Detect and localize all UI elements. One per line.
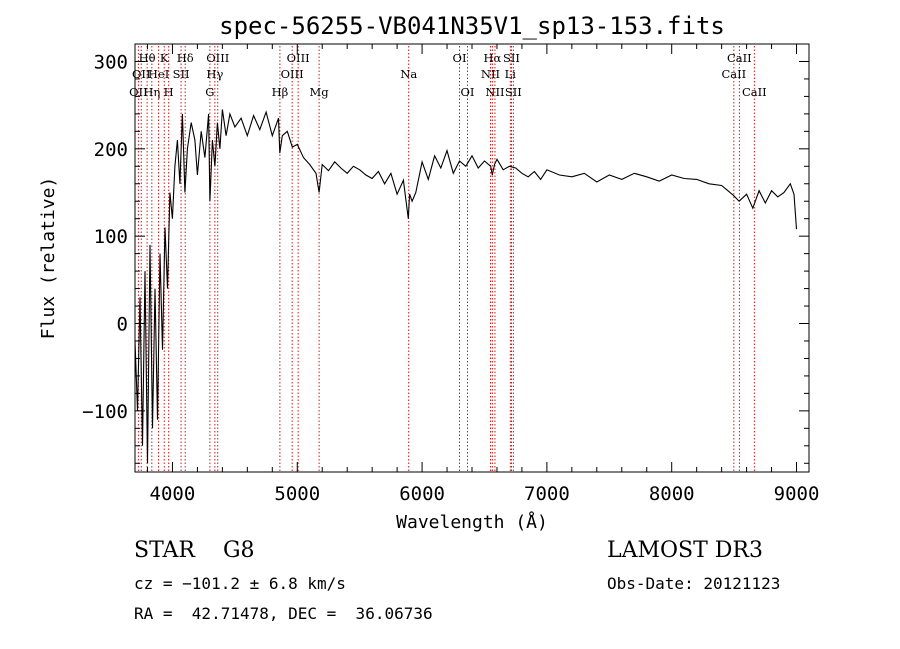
line-marker-label: K (160, 51, 169, 65)
object-subclass: G8 (222, 538, 255, 563)
y-tick-label: 100 (94, 226, 128, 248)
x-tick-label: 5000 (274, 483, 320, 505)
line-marker-label: CaII (727, 51, 752, 65)
line-marker-label: G (205, 85, 214, 99)
line-labels: OII OII Hθ Hη HeI K H SII Hδ G Hγ OIII Hβ OIII OIII Mg N… (129, 51, 767, 99)
line-marker-label: CaII (742, 85, 767, 99)
line-marker-label: SII (505, 85, 522, 99)
spectrum-line (134, 109, 798, 464)
line-marker-label: OIII (281, 67, 304, 81)
x-axis-label: Wavelength (Å) (396, 511, 548, 533)
line-marker-label: H (164, 85, 174, 99)
x-tick-label: 8000 (649, 483, 695, 505)
line-marker-label: HeI (148, 67, 169, 81)
x-axis: 4000 5000 6000 7000 8000 9000 (146, 44, 820, 505)
line-marker-label: Hθ (139, 51, 156, 65)
line-marker-label: OIII (206, 51, 229, 65)
line-marker-label: OI (453, 51, 467, 65)
line-marker-label: Hα (483, 51, 501, 65)
line-marker-label: NII (485, 85, 504, 99)
x-tick-label: 7000 (524, 483, 570, 505)
line-marker-label: SII (173, 67, 190, 81)
survey-label: LAMOST DR3 (607, 538, 763, 563)
line-markers (137, 46, 755, 472)
line-marker-label: Mg (310, 85, 330, 99)
line-marker-label: OI (461, 85, 475, 99)
line-marker-label: Hη (143, 85, 160, 99)
x-tick-label: 9000 (774, 483, 820, 505)
y-axis-label: Flux (relative) (38, 177, 59, 340)
redshift-value: cz = −101.2 ± 6.8 km/s (134, 574, 346, 593)
x-tick-label: 6000 (399, 483, 445, 505)
y-tick-label: 200 (94, 139, 128, 161)
line-marker-label: OII (132, 67, 151, 81)
line-marker-label: NII (481, 67, 500, 81)
y-tick-label: −100 (82, 401, 128, 423)
plot-frame (134, 43, 810, 473)
y-tick-label: 0 (117, 314, 128, 336)
line-marker-label: Na (400, 67, 417, 81)
line-marker-label: SII (503, 51, 520, 65)
line-marker-label: Hβ (272, 85, 289, 99)
line-marker-label: OII (129, 85, 148, 99)
y-axis: −100 0 100 200 300 (82, 43, 809, 464)
line-marker-label: Hγ (206, 67, 223, 81)
object-class: STAR (134, 538, 195, 563)
line-marker-label: CaII (721, 67, 746, 81)
line-marker-label: Li (505, 67, 517, 81)
chart-title: spec-56255-VB041N35V1_sp13-153.fits (219, 12, 725, 40)
line-marker-label: OIII (287, 51, 310, 65)
line-marker-label: Hδ (177, 51, 194, 65)
coordinates: RA = 42.71478, DEC = 36.06736 (134, 604, 433, 623)
observation-date: Obs-Date: 20121123 (607, 574, 781, 593)
class-label: STAR G8 (134, 538, 255, 563)
y-tick-label: 300 (94, 51, 128, 73)
x-tick-label: 4000 (150, 483, 196, 505)
